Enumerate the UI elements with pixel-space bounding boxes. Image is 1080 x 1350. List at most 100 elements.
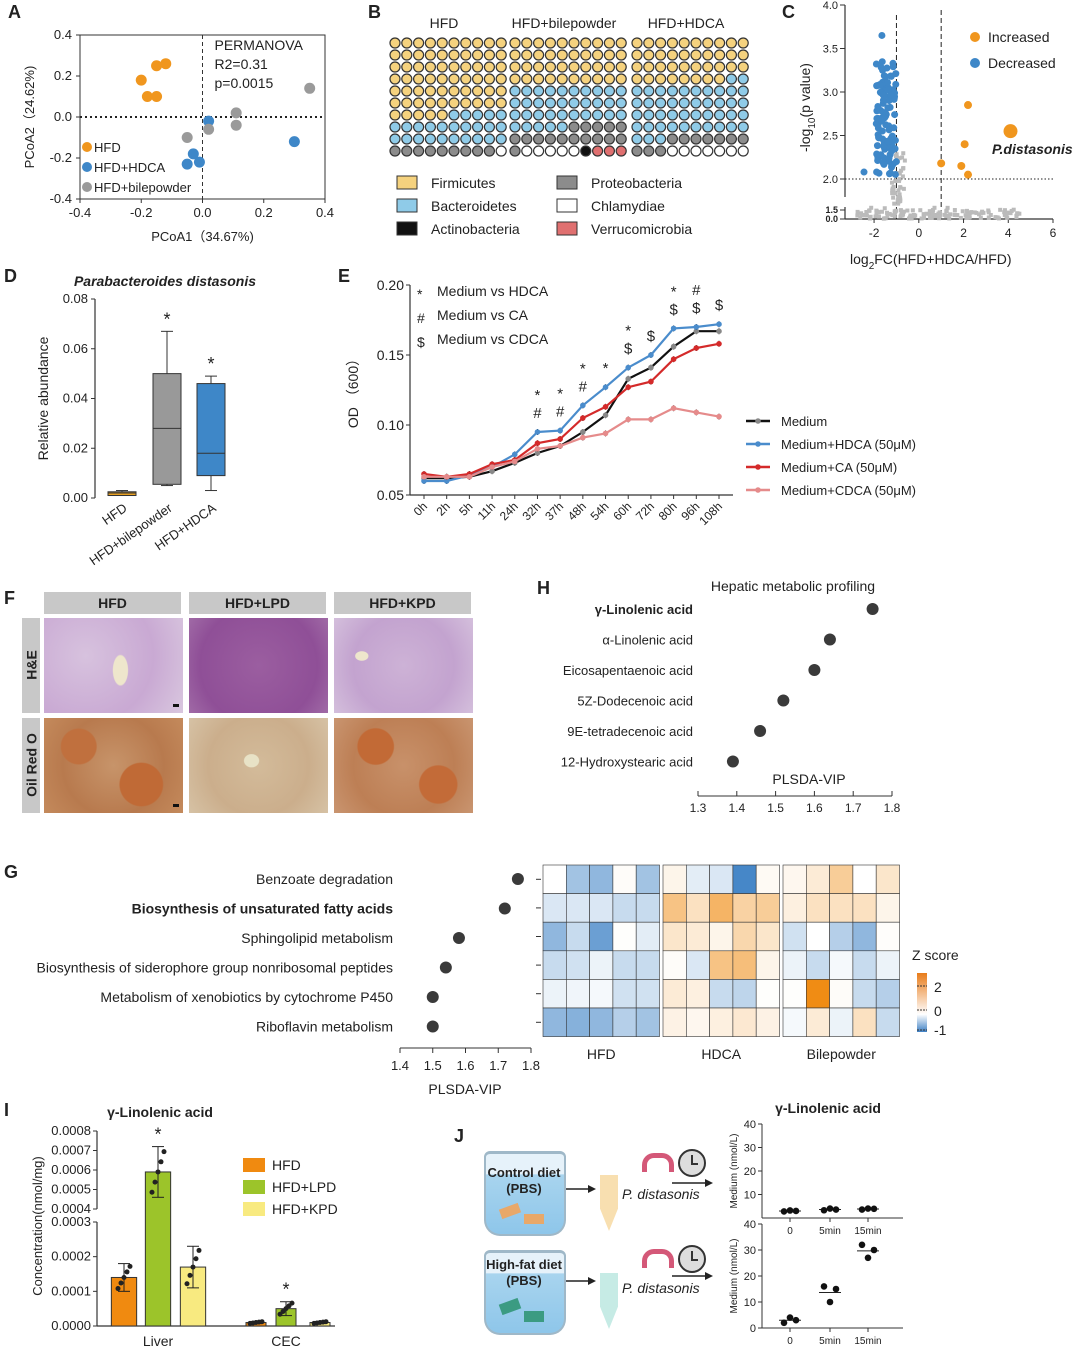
heatmap-cell (685, 979, 710, 1009)
waffle-cell (544, 73, 557, 85)
heatmap-cell (852, 950, 877, 980)
nonsignificant-point (892, 201, 897, 206)
decreased-point (880, 72, 888, 80)
waffle-cell (690, 49, 702, 61)
y-tick-label: 0.10 (377, 417, 404, 433)
x-axis-label-rest: FC(HFD+HDCA/HFD) (874, 251, 1011, 267)
data-point (135, 74, 147, 86)
nonsignificant-point (885, 213, 890, 218)
beaker-control-icon (484, 1151, 566, 1236)
row-header-he: H&E (23, 650, 40, 680)
pathway-label: Sphingolipid metabolism (241, 930, 393, 946)
y-tick-label: 0.04 (63, 391, 88, 406)
y-tick-label: -0.2 (50, 150, 72, 165)
colorbar-tick-label: -1 (934, 1022, 947, 1038)
waffle-cell (615, 109, 627, 121)
heatmap-cell (852, 1007, 877, 1037)
data-point (580, 434, 586, 441)
replicate-point (149, 1189, 155, 1195)
waffle-cell (631, 49, 643, 61)
waffle-cell (654, 121, 667, 133)
vip-dot (726, 755, 739, 768)
panel-b-waffle: HFD HFD+bilepowder HFD+HDCA Firmicutes Prote… (389, 15, 749, 237)
decreased-point (891, 170, 899, 178)
waffle-cell (521, 109, 533, 121)
x-tick-label: 15min (854, 1336, 881, 1347)
waffle-cell (568, 133, 580, 145)
waffle-cell (568, 61, 580, 73)
waffle-cell (521, 133, 533, 145)
nonsignificant-point (901, 166, 906, 171)
chart-title: γ-Linolenic acid (107, 1104, 213, 1120)
data-point (716, 321, 722, 328)
x-axis-label-sub: 2 (869, 261, 875, 272)
nonsignificant-point (876, 214, 881, 219)
heatmap-cell (755, 950, 780, 980)
nonsignificant-point (890, 191, 895, 196)
waffle-cell (643, 121, 655, 133)
waffle-cell (702, 109, 714, 121)
replicate-point (184, 1281, 190, 1287)
replicate-point (780, 1208, 788, 1215)
y-axis-label: OD （600） (345, 352, 361, 428)
waffle-cell (603, 121, 616, 133)
waffle-cell (389, 109, 401, 121)
waffle-cell (448, 37, 460, 49)
y-axis-label-rest: (p value) (797, 63, 813, 117)
y-tick-label: 10 (744, 1297, 756, 1309)
waffle-cell (615, 49, 627, 61)
data-point (304, 82, 316, 94)
waffle-cell (532, 49, 545, 61)
waffle-cell (495, 37, 507, 49)
data-point (648, 416, 654, 423)
waffle-cell (509, 145, 521, 157)
y-tick-label: 0.0008 (51, 1123, 91, 1138)
decreased-point (879, 66, 887, 74)
waffle-cell (532, 133, 545, 145)
replicate-point (786, 1207, 794, 1214)
heatmap-cell (709, 950, 734, 980)
data-point (421, 474, 427, 480)
waffle-cell (643, 73, 655, 85)
nonsignificant-point (930, 211, 935, 216)
heatmap-cell (685, 921, 710, 952)
vip-dot (426, 1020, 439, 1033)
heatmap-group-label: HFD (587, 1046, 616, 1062)
waffle-cell (483, 121, 495, 133)
nonsignificant-point (952, 208, 957, 213)
waffle-cell (737, 109, 749, 121)
heatmap-cell (589, 864, 614, 894)
heatmap-cell (565, 921, 590, 952)
data-point (151, 91, 163, 102)
waffle-cell (713, 61, 726, 73)
waffle-cell (654, 73, 667, 85)
waffle-cell (737, 97, 749, 109)
waffle-cell (544, 85, 557, 97)
heatmap-cell (565, 979, 590, 1009)
significance-marker: * (282, 1280, 289, 1300)
waffle-cell (713, 133, 726, 145)
y-tick-label: 0.08 (63, 291, 88, 306)
legend-label: HFD+KPD (272, 1201, 338, 1217)
heatmap-cell (612, 950, 637, 980)
replicate-point (832, 1285, 840, 1293)
legend-label: Bacteroidetes (431, 198, 517, 214)
waffle-cell (521, 37, 533, 49)
data-point (203, 123, 215, 135)
waffle-cell (666, 49, 679, 61)
x-axis-label: PLSDA-VIP (772, 771, 845, 787)
replicate-point (152, 1179, 158, 1185)
heatmap-cell (829, 950, 854, 980)
y-tick-label: 4.0 (823, 0, 838, 12)
waffle-cell (509, 133, 521, 145)
waffle-cell (702, 61, 714, 73)
heatmap-cell (612, 893, 637, 923)
nonsignificant-point (980, 209, 985, 214)
metabolite-label: 12-Hydroxystearic acid (561, 755, 693, 770)
data-point (230, 107, 242, 119)
data-point (625, 384, 632, 391)
waffle-cell (666, 37, 679, 49)
data-point (693, 409, 700, 416)
data-point (716, 413, 722, 420)
decreased-point (873, 142, 881, 150)
